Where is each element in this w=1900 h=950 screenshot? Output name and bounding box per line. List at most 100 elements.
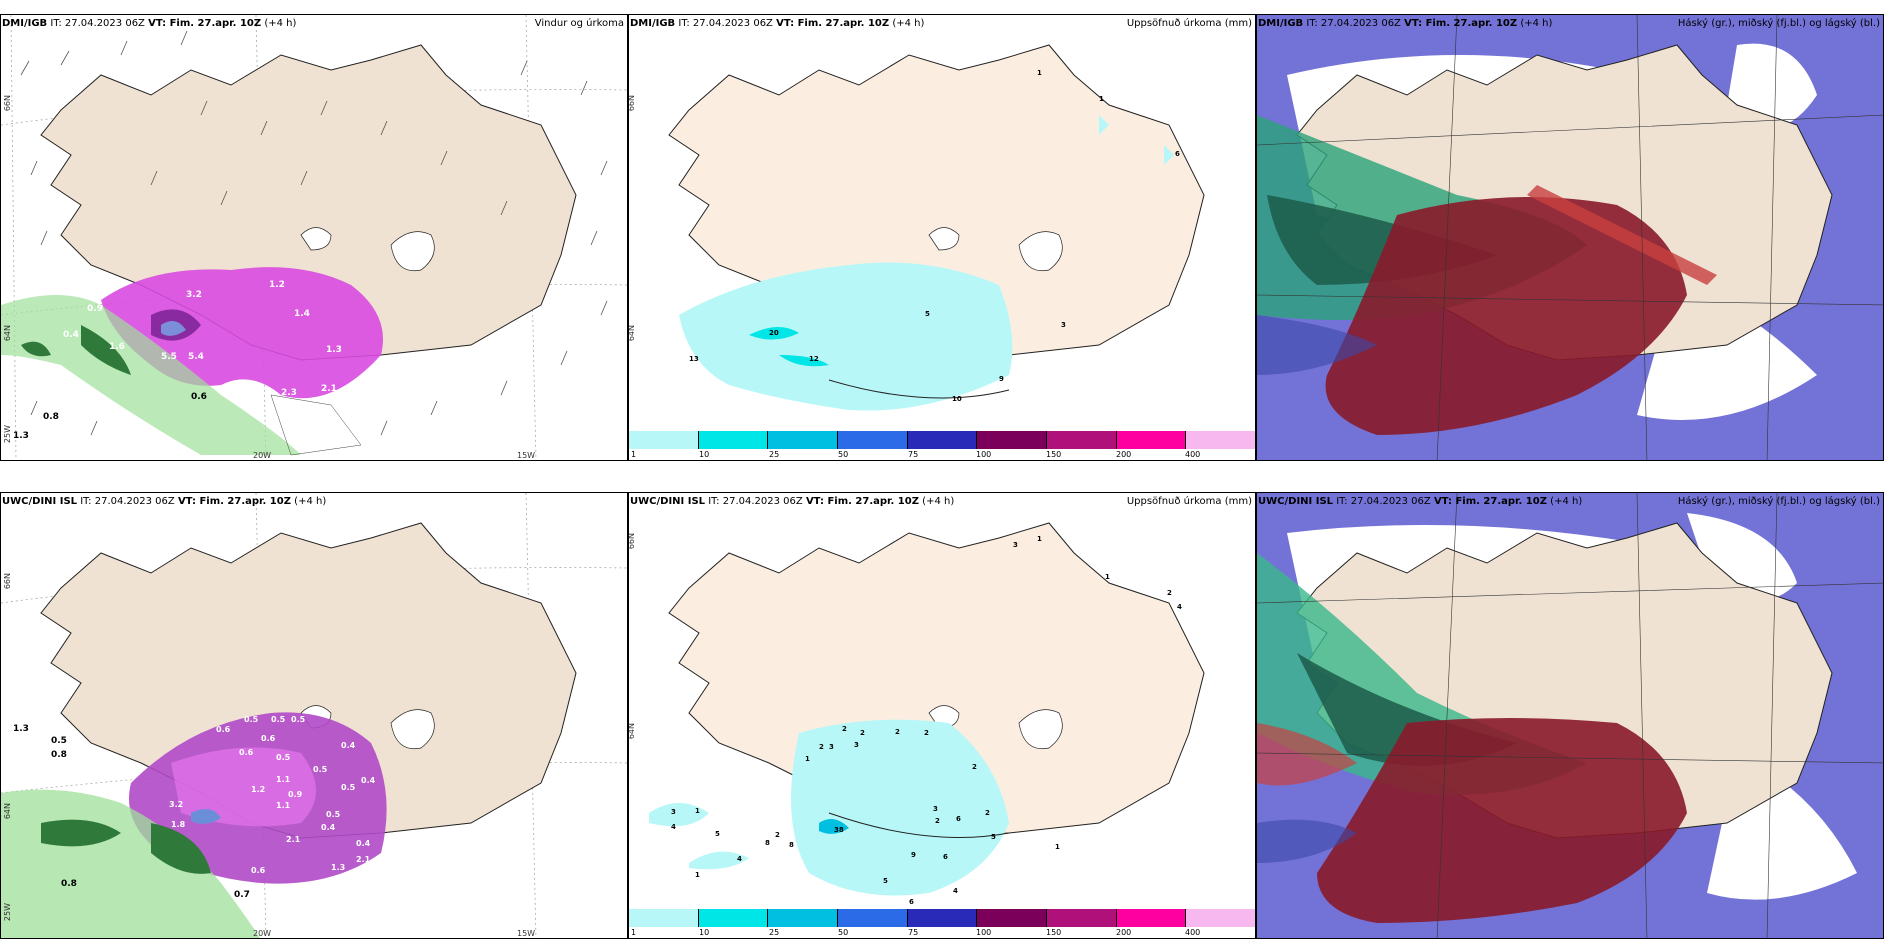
precip-value: 1.3	[13, 431, 29, 441]
colorbar-tick: 1	[631, 928, 637, 937]
colorbar-ticks: 1 10 25 50 75 100 150 200 400	[629, 450, 1255, 460]
lon-label-25: 25W	[3, 425, 12, 444]
precip-value: 0.8	[107, 278, 123, 288]
accum-value: 4	[671, 823, 676, 831]
panel-title: UWC/DINI ISL IT: 27.04.2023 06Z VT: Fim.…	[1258, 496, 1583, 507]
precip-value: 0.5	[51, 736, 67, 746]
precip-value: 2.1	[321, 384, 337, 394]
accum-value: 4	[1177, 603, 1182, 611]
accum-value: 5	[991, 833, 996, 841]
precip-value: 1.3	[326, 345, 342, 355]
accum-value: 2	[985, 809, 990, 817]
precip-value: 0.9	[87, 304, 103, 314]
precip-value: 0.5	[291, 715, 306, 724]
accum-value: 1	[1037, 69, 1042, 77]
precip-value: 2.1	[356, 855, 371, 864]
precip-value: 0.5	[244, 715, 259, 724]
precip-value: 0.6	[191, 392, 207, 402]
accum-value: 8	[765, 839, 770, 847]
precip-value: 1.1	[276, 775, 291, 784]
colorbar	[629, 909, 1255, 927]
accum-value: 4	[737, 855, 742, 863]
precip-green	[1, 295, 301, 455]
lat-label-66: 66N	[3, 573, 12, 590]
precip-value: 0.6	[216, 725, 231, 734]
accum-value: 1	[805, 755, 810, 763]
accum-value: 2	[775, 831, 780, 839]
accum-value: 20	[769, 329, 779, 337]
precip-value: 5.4	[188, 352, 204, 362]
accum-value: 5	[715, 830, 720, 838]
precip-value: 1.3	[331, 863, 346, 872]
precip-value: 1.2	[251, 785, 266, 794]
colorbar-bin	[629, 431, 699, 449]
precip-value: 1.1	[276, 801, 291, 810]
cloud-map	[1257, 15, 1883, 460]
colorbar-tick: 25	[769, 928, 780, 937]
accum-value: 1	[1105, 573, 1110, 581]
lat-label-64: 64N	[3, 803, 12, 820]
precip-value: 3.2	[169, 800, 184, 809]
accum-value: 1	[1099, 95, 1104, 103]
accum-value: 5	[925, 310, 930, 318]
precip-value: 3.2	[186, 290, 202, 300]
accum-value: 2	[842, 725, 847, 733]
accum-value: 3	[1013, 541, 1018, 549]
accum-value: 3	[829, 743, 834, 751]
accum-value: 1	[1037, 535, 1042, 543]
panel-product: Vindur og úrkoma	[534, 18, 624, 29]
precip-value: 0.5	[276, 753, 291, 762]
wind-map	[1, 15, 627, 460]
precip-value: 0.4	[321, 823, 336, 832]
colorbar-ticks: 1 10 25 50 75 100 150 200 400	[629, 928, 1255, 938]
precip-value: 1.8	[171, 820, 186, 829]
colorbar-bin	[768, 909, 839, 927]
precip-value: 0.4	[356, 839, 371, 848]
precip-value: 0.8	[61, 879, 77, 889]
precip-value: 1.2	[269, 280, 285, 290]
precip-value: 0.8	[43, 412, 59, 422]
colorbar-bin	[1047, 431, 1117, 449]
accum-value: 3	[1061, 321, 1066, 329]
precip-value: 0.6	[261, 734, 276, 743]
accum-value: 8	[789, 841, 794, 849]
colorbar-tick: 200	[1116, 450, 1132, 459]
colorbar-bin	[698, 431, 769, 449]
colorbar-tick: 10	[699, 450, 710, 459]
colorbar-tick: 400	[1185, 928, 1201, 937]
lat-label-64: 64N	[3, 325, 12, 342]
accum-value: 10	[952, 395, 962, 403]
accum-value: 2	[972, 763, 977, 771]
precip-value: 0.6	[239, 748, 254, 757]
accum-value: 3	[933, 805, 938, 813]
precip-value: 0.7	[234, 890, 250, 900]
accum-value: 2	[819, 743, 824, 751]
panel-accum-dmi: DMI/IGB IT: 27.04.2023 06Z VT: Fim. 27.a…	[628, 14, 1256, 461]
accum-value: 1	[695, 871, 700, 879]
colorbar-tick: 1	[631, 450, 637, 459]
precip-value: 0.5	[326, 810, 341, 819]
wind-map	[1, 493, 627, 938]
accum-value: 9	[999, 375, 1004, 383]
accum-value: 6	[943, 853, 948, 861]
colorbar-tick: 50	[838, 450, 849, 459]
colorbar-tick: 150	[1046, 928, 1062, 937]
panel-product: Uppsöfnuð úrkoma (mm)	[1126, 496, 1252, 507]
panel-cloud-dmi: DMI/IGB IT: 27.04.2023 06Z VT: Fim. 27.a…	[1256, 14, 1884, 461]
panel-product: Háský (gr.), miðský (fj.bl.) og lágský (…	[1677, 18, 1880, 29]
panel-title: UWC/DINI ISL IT: 27.04.2023 06Z VT: Fim.…	[2, 496, 327, 507]
colorbar-bin	[629, 909, 699, 927]
lat-label-64: 64N	[628, 325, 636, 342]
cloud-map	[1257, 493, 1883, 938]
panel-product: Uppsöfnuð úrkoma (mm)	[1126, 18, 1252, 29]
lon-label-25: 25W	[3, 903, 12, 922]
precip-value: 0.5	[313, 765, 328, 774]
colorbar-bin	[1047, 909, 1117, 927]
colorbar	[629, 431, 1255, 449]
mid-cloud-red	[1325, 197, 1687, 435]
colorbar-bin	[1116, 431, 1187, 449]
colorbar-tick: 75	[908, 928, 919, 937]
colorbar-tick: 10	[699, 928, 710, 937]
panel-wind-dmi: DMI/IGB IT: 27.04.2023 06Z VT: Fim. 27.a…	[0, 14, 628, 461]
accum-value: 3	[854, 741, 859, 749]
